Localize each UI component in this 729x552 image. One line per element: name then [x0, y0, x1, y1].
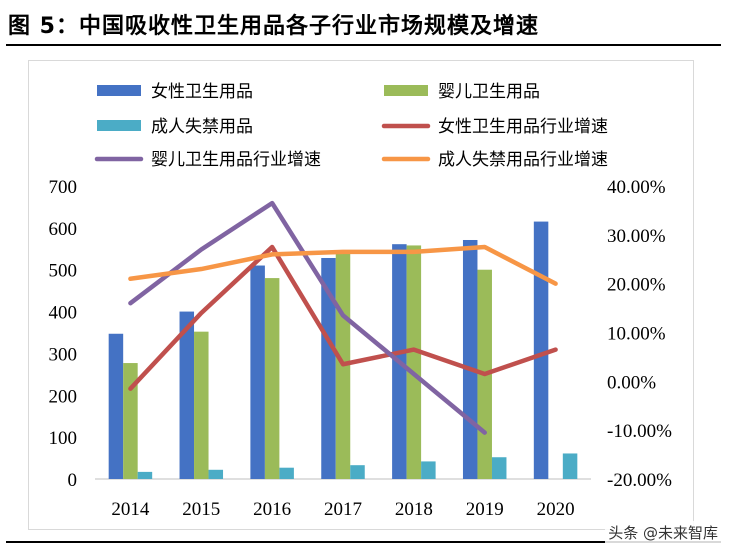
x-tick-label: 2019	[466, 499, 504, 520]
y-right-tick-label: -10.00%	[607, 421, 672, 442]
y-right-tick-label: 10.00%	[607, 324, 666, 345]
legend-label: 婴儿卫生用品行业增速	[151, 150, 321, 170]
bar	[421, 461, 436, 479]
bar	[279, 467, 294, 479]
combo-chart: 0 100 200 300 400 500 600 700 -20.00% -10.00% 0.00…	[49, 82, 673, 520]
series-line	[128, 200, 487, 435]
bar	[533, 221, 549, 480]
legend-swatch	[384, 85, 428, 96]
legend-swatch	[97, 120, 141, 131]
y-left-tick-label: 600	[49, 219, 78, 240]
y-right-tick-label: -20.00%	[607, 470, 672, 491]
figure-title-text: 图 5：中国吸收性卫生用品各子行业市场规模及增速	[8, 14, 539, 39]
legend-swatch	[97, 85, 141, 96]
bar	[406, 245, 422, 479]
y-right-tick-label: 20.00%	[607, 275, 666, 296]
series-line	[128, 244, 558, 286]
bar	[491, 457, 507, 479]
bar	[194, 331, 209, 479]
y-left-tick-label: 300	[49, 344, 78, 365]
bottom-rule	[6, 541, 721, 543]
series-line	[128, 244, 558, 391]
y-left-tick-label: 400	[49, 303, 78, 324]
x-tick-label: 2020	[537, 499, 575, 520]
y-left-tick-label: 500	[49, 261, 78, 282]
bar	[137, 471, 153, 479]
bar	[321, 257, 336, 479]
bar	[208, 469, 224, 479]
legend-label: 女性卫生用品行业增速	[438, 117, 608, 137]
legend-label: 成人失禁用品	[151, 117, 253, 137]
x-tick-label: 2014	[111, 499, 150, 520]
chart-frame: 0 100 200 300 400 500 600 700 -20.00% -10.00% 0.00…	[28, 60, 694, 530]
legend-label: 女性卫生用品	[151, 82, 253, 102]
x-tick-label: 2018	[395, 499, 433, 520]
x-tick-label: 2015	[182, 499, 220, 520]
watermark: 头条 @未来智库	[605, 521, 721, 544]
x-tick-label: 2016	[253, 499, 291, 520]
y-left-tick-label: 100	[49, 428, 78, 449]
figure-title: 图 5：中国吸收性卫生用品各子行业市场规模及增速	[6, 4, 721, 46]
bar	[250, 265, 265, 479]
y-right-tick-label: 40.00%	[607, 177, 666, 198]
bar	[562, 453, 578, 479]
y-left-tick-label: 200	[49, 386, 78, 407]
y-left-tick-label: 0	[68, 470, 78, 491]
legend-label: 婴儿卫生用品	[438, 82, 540, 102]
y-right-tick-label: 30.00%	[607, 226, 666, 247]
bar	[123, 363, 138, 479]
bar	[108, 333, 124, 479]
bar	[179, 311, 195, 479]
bar	[462, 239, 478, 479]
x-tick-label: 2017	[324, 499, 362, 520]
bar	[350, 465, 365, 479]
bar	[264, 278, 280, 479]
y-left-tick-label: 700	[49, 177, 78, 198]
y-right-tick-label: 0.00%	[607, 372, 656, 393]
legend-label: 成人失禁用品行业增速	[438, 150, 608, 170]
